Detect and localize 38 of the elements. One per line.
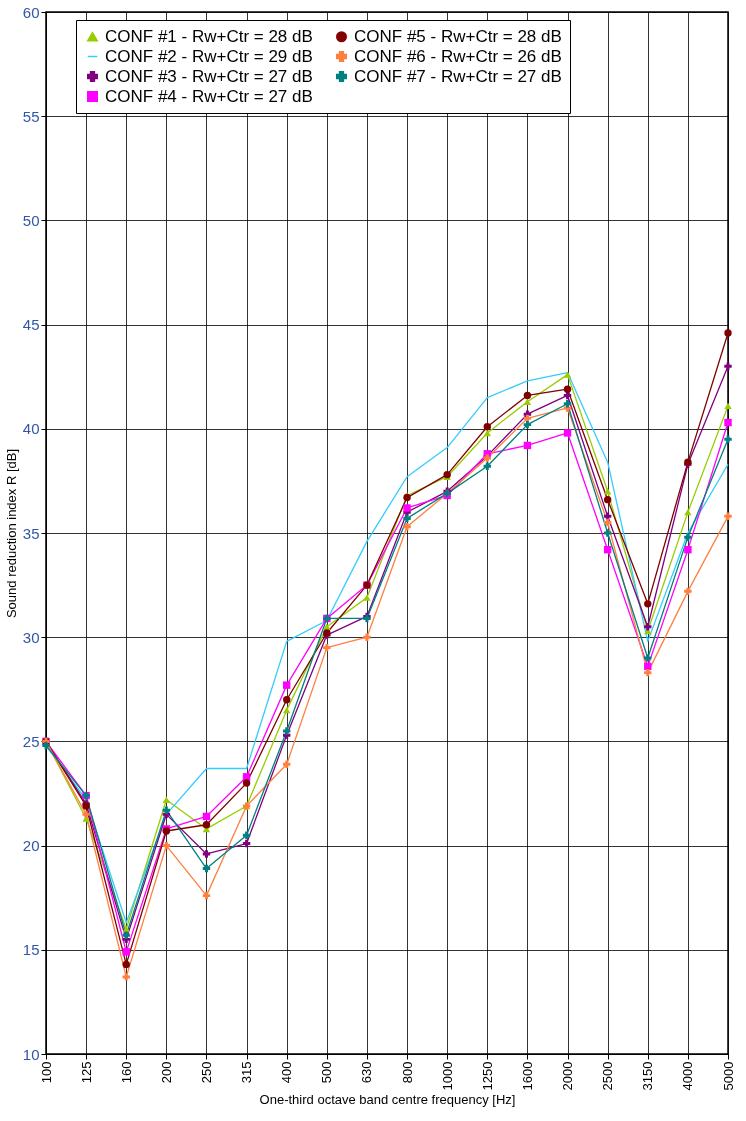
y-tick-label: 50 (22, 211, 40, 229)
x-tick-label: 100 (38, 1061, 54, 1084)
y-tick-label: 55 (22, 107, 40, 125)
x-tick-label: 1600 (519, 1061, 535, 1091)
x-tick-label: 630 (359, 1061, 375, 1084)
x-tick-label: 3150 (640, 1061, 656, 1091)
legend-label: CONF #7 - Rw+Ctr = 27 dB (354, 66, 562, 86)
y-tick-label: 15 (22, 941, 40, 959)
y-tick-label: 25 (22, 732, 40, 750)
x-tick-label: 2500 (600, 1061, 616, 1091)
x-tick-label: 1000 (439, 1061, 455, 1091)
legend-label: CONF #2 - Rw+Ctr = 29 dB (105, 46, 313, 66)
x-axis-title: One-third octave band centre frequency [Hz] (259, 1092, 516, 1108)
x-tick-label: 315 (239, 1061, 255, 1084)
legend-label: CONF #1 - Rw+Ctr = 28 dB (105, 26, 313, 46)
y-tick-label: 20 (22, 837, 40, 855)
x-tick-label: 500 (319, 1061, 335, 1084)
x-tick-label: 400 (279, 1061, 295, 1084)
legend-label: CONF #6 - Rw+Ctr = 26 dB (354, 46, 562, 66)
x-tick-label: 200 (158, 1061, 174, 1084)
y-tick-label: 30 (22, 628, 40, 646)
x-tick-label: 800 (399, 1061, 415, 1084)
x-tick-label: 4000 (680, 1061, 696, 1091)
x-tick-label: 2000 (560, 1061, 576, 1091)
y-tick-label: 10 (22, 1045, 40, 1063)
legend-label: CONF #5 - Rw+Ctr = 28 dB (354, 26, 562, 46)
legend-label: CONF #3 - Rw+Ctr = 27 dB (105, 66, 313, 86)
x-tick-label: 160 (118, 1061, 134, 1084)
y-tick-label: 60 (22, 3, 40, 21)
x-tick-label: 5000 (720, 1061, 736, 1091)
legend-label: CONF #4 - Rw+Ctr = 27 dB (105, 86, 313, 106)
y-tick-label: 45 (22, 316, 40, 334)
y-tick-label: 40 (22, 420, 40, 438)
x-tick-label: 1250 (479, 1061, 495, 1091)
y-axis-title: Sound reduction index R [dB] (3, 448, 19, 619)
x-tick-label: 125 (78, 1061, 94, 1084)
x-tick-label: 250 (198, 1061, 214, 1084)
y-tick-label: 35 (22, 524, 40, 542)
